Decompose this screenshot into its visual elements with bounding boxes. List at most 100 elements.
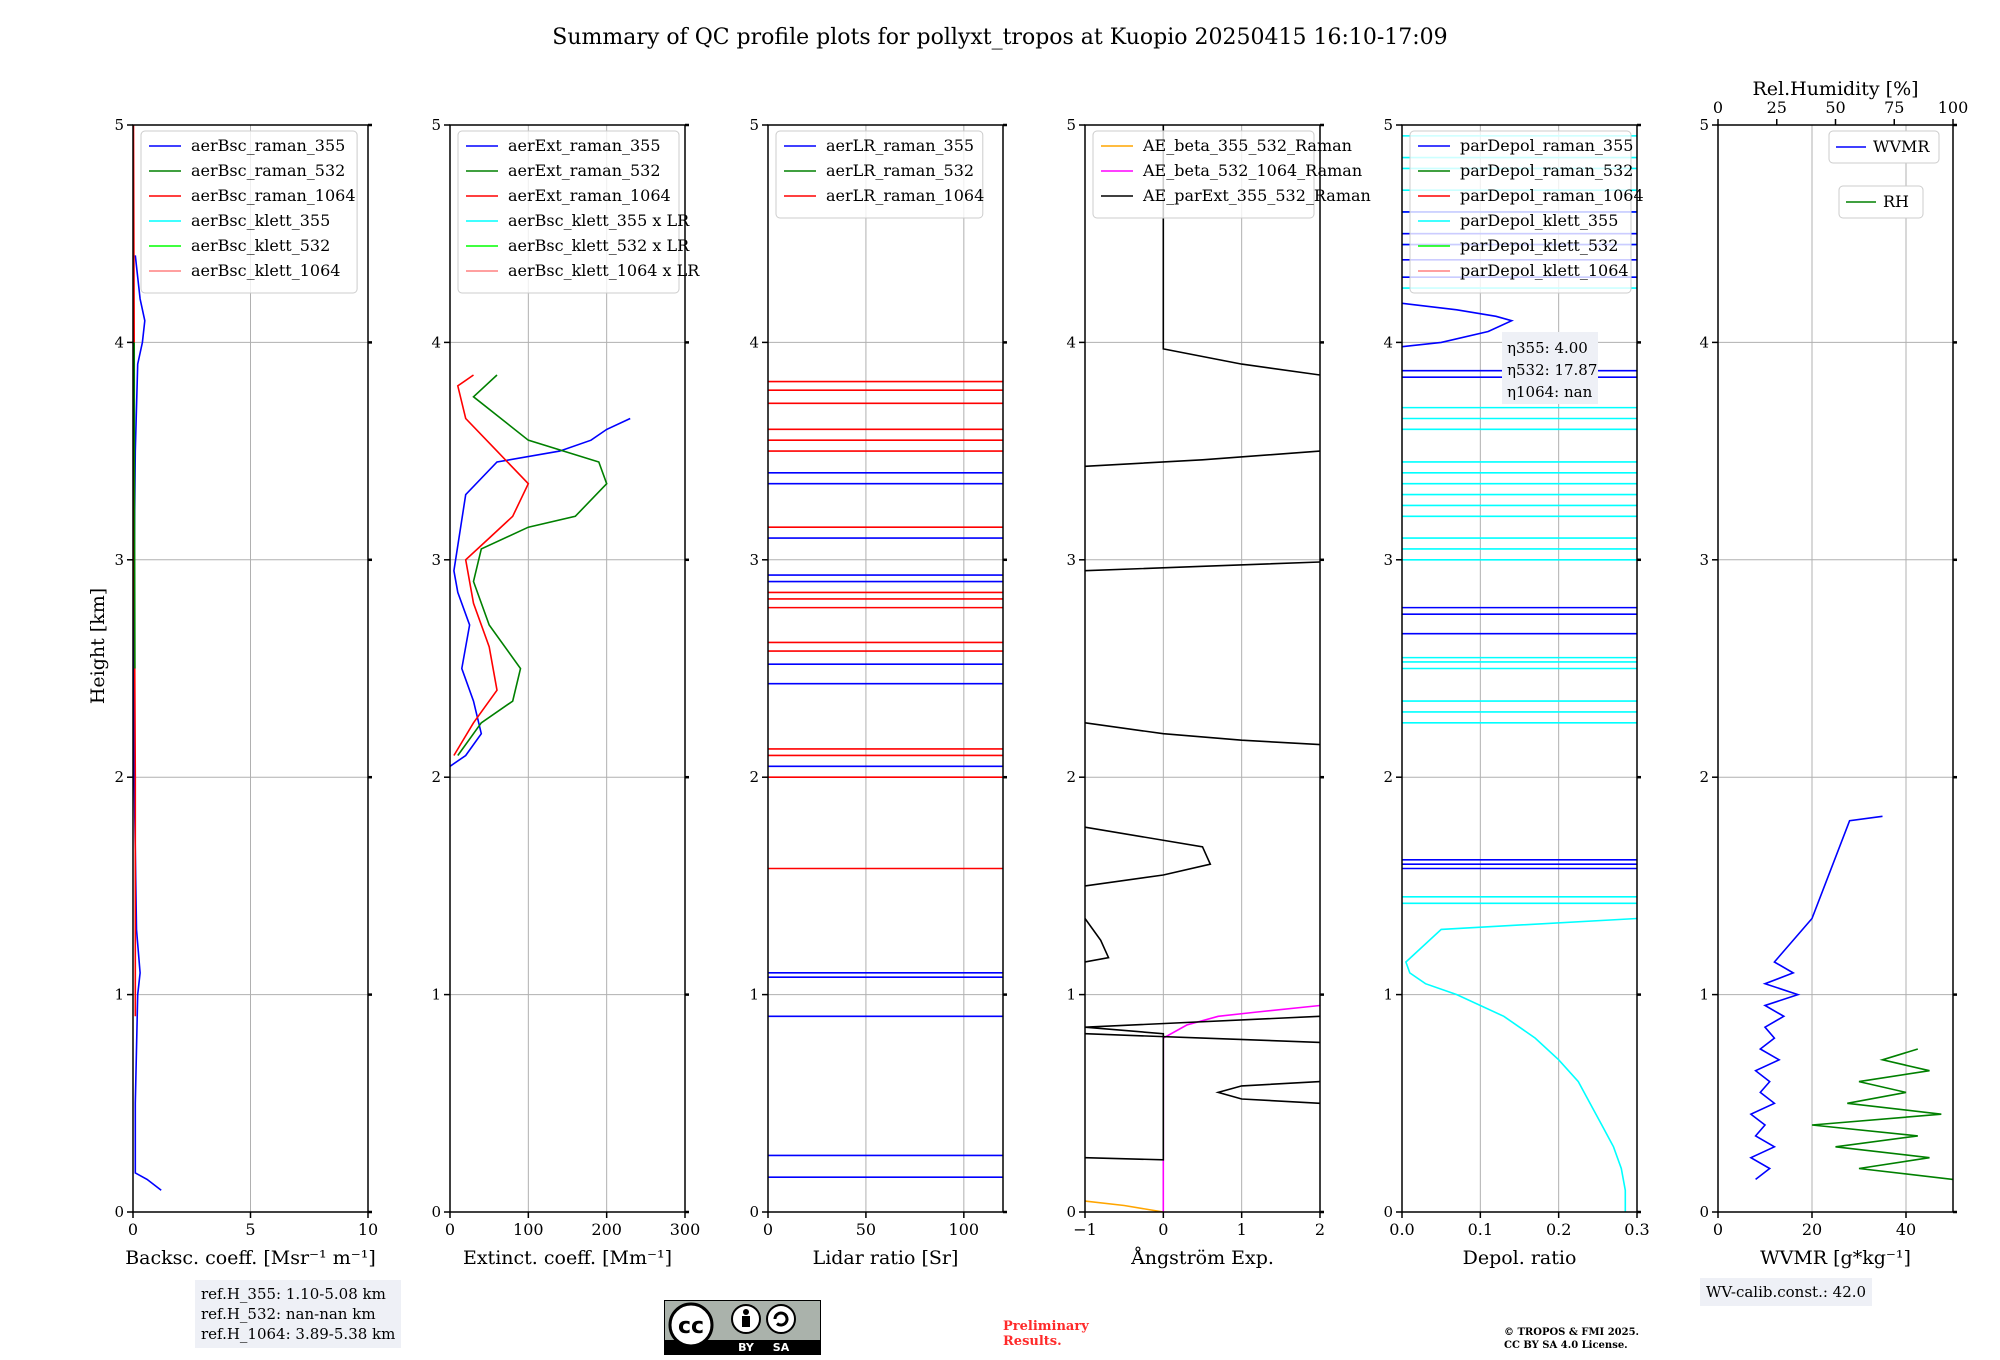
legend-entry: aerLR_raman_355 <box>826 136 974 155</box>
eta-annotation: η355: 4.00 η532: 17.87 η1064: nan <box>1502 332 1598 404</box>
x-axis-label: Backsc. coeff. [Msr⁻¹ m⁻¹] <box>125 1247 376 1269</box>
legend-entry: aerExt_raman_1064 <box>508 186 671 205</box>
series-line <box>133 342 136 669</box>
preliminary-line-1: Preliminary <box>1003 1319 1089 1334</box>
x-tick-label: 0.2 <box>1546 1220 1571 1239</box>
series-line <box>1085 1015 1320 1161</box>
x-tick-label: 0 <box>763 1220 773 1239</box>
y-tick-label: 0 <box>431 1203 441 1221</box>
x-tick-label: 100 <box>949 1220 980 1239</box>
legend-box <box>140 130 358 294</box>
legend-entry: AE_parExt_355_532_Raman <box>1142 186 1371 205</box>
series-group <box>133 125 162 1191</box>
legend-entry: aerBsc_raman_1064 <box>191 186 356 205</box>
copyright-line-2: CC BY SA 4.0 License. <box>1504 1340 1628 1351</box>
series-line <box>1402 302 1515 348</box>
legend-entry: aerBsc_klett_1064 <box>191 261 340 280</box>
legend-entry: aerLR_raman_1064 <box>826 186 984 205</box>
cc-by-sa-license-badge[interactable]: cc BY SA <box>664 1300 821 1355</box>
series-line <box>1215 1080 1320 1105</box>
legend-entry: WVMR <box>1873 137 1930 156</box>
top-x-tick-label: 25 <box>1767 98 1787 117</box>
legend-entry: AE_beta_355_532_Raman <box>1142 136 1352 155</box>
legend-entry: aerExt_raman_355 <box>508 136 661 155</box>
sa-share-icon <box>766 1304 796 1334</box>
legend: aerBsc_raman_355 aerBsc_raman_532 aerBsc_r… <box>140 130 358 294</box>
top-x-axis-label: Rel.Humidity [%] <box>1752 78 1918 100</box>
y-tick-label: 3 <box>431 551 441 569</box>
legend-entry: aerLR_raman_532 <box>826 161 974 180</box>
x-tick-label: 10 <box>358 1220 378 1239</box>
x-axis-label: WVMR [g*kg⁻¹] <box>1760 1247 1911 1269</box>
reference-heights-box: ref.H_355: 1.10-5.08 km ref.H_532: nan-n… <box>195 1280 402 1348</box>
panel-bsc: 0 1 2 3 4 5 0 5 10 Backsc. coeff. [Msr⁻¹ m⁻¹] aerB… <box>114 116 378 1269</box>
series-line <box>1162 125 1320 376</box>
y-tick-label: 0 <box>1383 1203 1393 1221</box>
series-group <box>1085 125 1320 1212</box>
eta-line: η1064: nan <box>1507 383 1593 401</box>
series-line <box>1085 450 1320 468</box>
top-x-tick-label: 100 <box>1938 98 1969 117</box>
y-tick-label: 4 <box>749 333 759 351</box>
series-line <box>1404 917 1637 1212</box>
y-tick-label: 2 <box>749 768 759 786</box>
y-tick-label: 2 <box>1383 768 1393 786</box>
y-tick-label: 5 <box>749 116 759 134</box>
legend-entry: aerBsc_raman_355 <box>191 136 345 155</box>
y-tick-label: 2 <box>1066 768 1076 786</box>
legend: WVMR RH <box>1828 130 1940 219</box>
x-tick-label: 0.3 <box>1624 1220 1649 1239</box>
y-tick-label: 5 <box>431 116 441 134</box>
y-tick-label: 1 <box>1383 986 1393 1004</box>
panel-depol: 0 1 2 3 4 5 0.0 0.1 0.2 0.3 Depol. ratio parDepol_r… <box>1383 116 1649 1269</box>
x-tick-label: 40 <box>1896 1220 1916 1239</box>
series-line <box>1085 826 1212 887</box>
top-x-tick-label: 50 <box>1825 98 1845 117</box>
y-tick-label: 4 <box>114 333 124 351</box>
cc-logo-icon <box>668 1302 714 1348</box>
legend-box <box>457 130 680 294</box>
top-x-tick-label: 75 <box>1884 98 1904 117</box>
x-axis-label: Depol. ratio <box>1463 1247 1577 1269</box>
ref-height-532: ref.H_532: nan-nan km <box>201 1305 376 1323</box>
y-tick-label: 3 <box>114 551 124 569</box>
legend: aerLR_raman_355 aerLR_raman_532 aerLR_rama… <box>775 130 984 219</box>
series-line <box>1085 1200 1164 1212</box>
y-tick-label: 0 <box>749 1203 759 1221</box>
legend-entry: aerBsc_klett_1064 x LR <box>508 261 700 280</box>
x-tick-label: 300 <box>670 1220 701 1239</box>
series-line <box>1085 1032 1320 1044</box>
series-line <box>1811 1048 1953 1181</box>
legend-entry: parDepol_klett_1064 <box>1460 261 1629 280</box>
legend-entry: aerBsc_klett_532 x LR <box>508 236 690 255</box>
legend-box <box>1409 130 1632 294</box>
series-line <box>1085 918 1110 963</box>
x-tick-label: 20 <box>1802 1220 1822 1239</box>
y-tick-label: 5 <box>1383 116 1393 134</box>
y-tick-label: 2 <box>114 768 124 786</box>
legend-entry: parDepol_raman_355 <box>1460 136 1633 155</box>
y-tick-label: 3 <box>749 551 759 569</box>
series-group <box>450 374 631 767</box>
x-axis-label: Lidar ratio [Sr] <box>813 1247 959 1269</box>
by-label: BY <box>738 1341 755 1354</box>
y-tick-label: 5 <box>1699 116 1709 134</box>
ref-height-1064: ref.H_1064: 3.89-5.38 km <box>201 1325 396 1343</box>
ref-height-355: ref.H_355: 1.10-5.08 km <box>201 1285 386 1303</box>
legend-entry: parDepol_raman_1064 <box>1460 186 1644 205</box>
x-axis-label: Ångström Exp. <box>1130 1247 1274 1269</box>
eta-line: η532: 17.87 <box>1507 361 1597 379</box>
series-line <box>1749 815 1883 1181</box>
y-tick-label: 1 <box>1699 986 1709 1004</box>
legend-entry: aerBsc_klett_355 <box>191 211 330 230</box>
y-tick-label: 1 <box>749 986 759 1004</box>
y-tick-label: 1 <box>1066 986 1076 1004</box>
y-tick-label: 0 <box>1699 1203 1709 1221</box>
legend: aerExt_raman_355 aerExt_raman_532 aerExt_r… <box>457 130 700 294</box>
legend-entry: aerExt_raman_532 <box>508 161 661 180</box>
legend-entry: aerBsc_klett_532 <box>191 236 330 255</box>
axes-frame <box>1401 124 1638 1213</box>
